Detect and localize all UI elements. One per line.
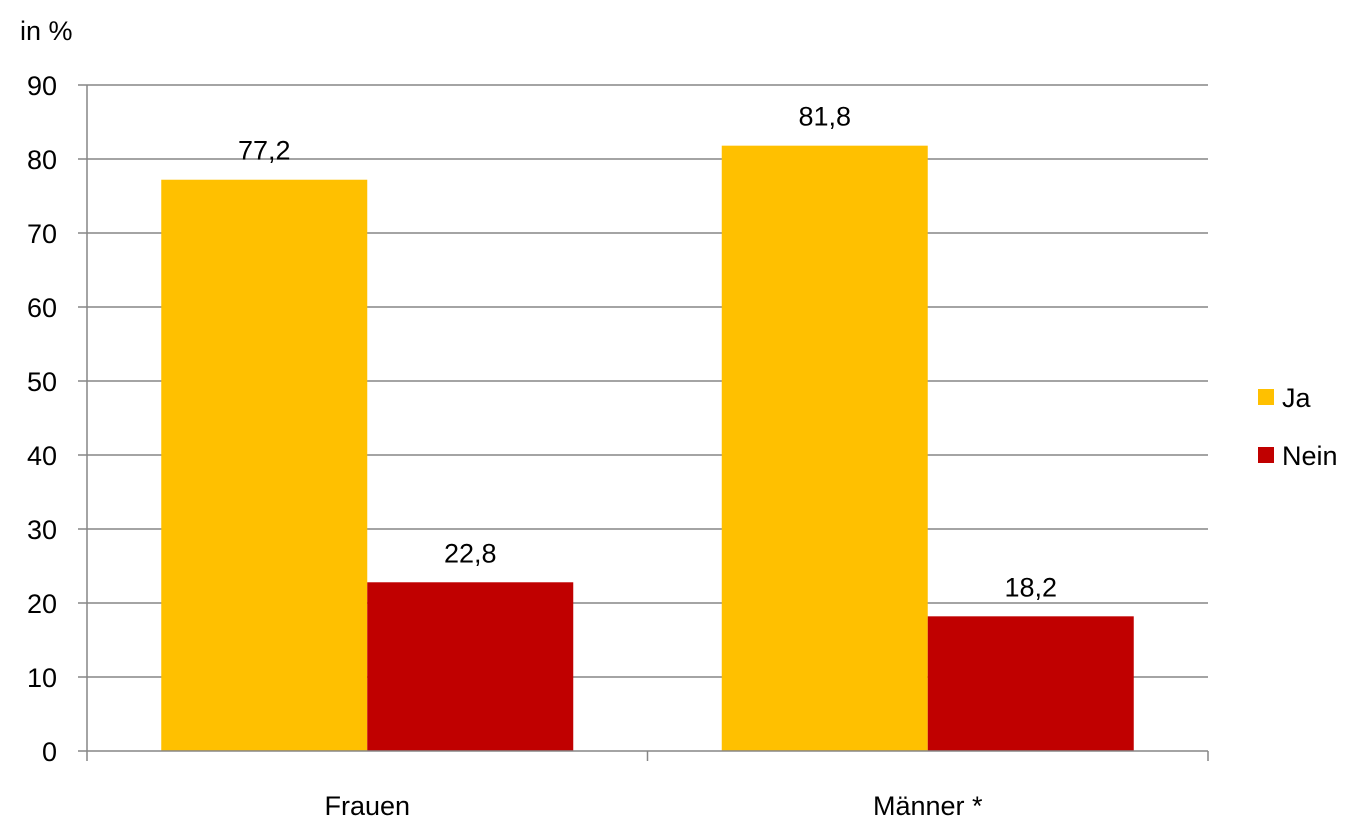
labels: 0 10 20 30 40 50 60 70 80 90 77,2 22,8 Frauen 81,8 18,…: [27, 71, 1057, 821]
bar: [161, 179, 368, 752]
y-tick-label: 50: [27, 367, 57, 397]
legend-swatch: [1258, 447, 1274, 463]
y-tick-label: 0: [42, 737, 57, 767]
legend-label: Nein: [1282, 441, 1338, 471]
y-tick-label: 20: [27, 589, 57, 619]
x-tick-label: Frauen: [324, 791, 410, 821]
y-tick-label: 80: [27, 145, 57, 175]
data-label: 22,8: [444, 538, 497, 568]
y-tick-label: 70: [27, 219, 57, 249]
legend-swatch: [1258, 389, 1274, 405]
data-label: 18,2: [1004, 572, 1057, 602]
bar: [367, 582, 574, 751]
bar: [721, 145, 928, 751]
bars: [161, 145, 1134, 752]
y-tick-label: 60: [27, 293, 57, 323]
bar: [927, 616, 1134, 751]
y-tick-label: 90: [27, 71, 57, 101]
data-label: 77,2: [238, 136, 291, 166]
x-tick-label: Männer *: [873, 791, 983, 821]
y-tick-label: 30: [27, 515, 57, 545]
legend-label: Ja: [1282, 383, 1312, 413]
legend: Ja Nein: [1258, 383, 1338, 471]
y-tick-label: 10: [27, 663, 57, 693]
data-label: 81,8: [798, 102, 851, 132]
y-axis-label: in %: [20, 16, 73, 46]
y-tick-label: 40: [27, 441, 57, 471]
axes: [78, 84, 1209, 761]
